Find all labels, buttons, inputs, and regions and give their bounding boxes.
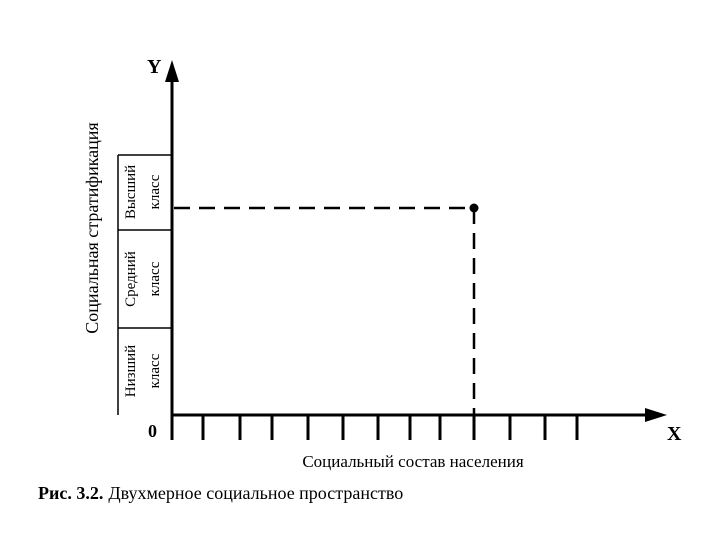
x-ticks bbox=[170, 415, 579, 440]
x-letter: X bbox=[667, 423, 682, 445]
class-boxes bbox=[117, 154, 172, 415]
point bbox=[469, 203, 479, 213]
caption: Рис. 3.2. Двухмерное социальное пространс… bbox=[38, 483, 403, 503]
class-label: Средний bbox=[123, 251, 139, 307]
class-label: Низший bbox=[123, 345, 139, 397]
class-label: класс bbox=[147, 174, 163, 209]
class-label: класс bbox=[147, 261, 163, 296]
class-label: Высший bbox=[123, 165, 139, 219]
y-label: Социальная стратификация bbox=[82, 122, 102, 333]
x-label: Социальный состав населения bbox=[302, 452, 523, 471]
y-arrow bbox=[165, 60, 179, 82]
x-arrow bbox=[645, 408, 667, 422]
caption-text: Двухмерное социальное пространство bbox=[108, 483, 403, 503]
origin: 0 bbox=[148, 421, 157, 441]
class-label: класс bbox=[147, 353, 163, 388]
caption-number: Рис. 3.2. bbox=[38, 483, 103, 503]
y-letter: Y bbox=[147, 56, 162, 78]
